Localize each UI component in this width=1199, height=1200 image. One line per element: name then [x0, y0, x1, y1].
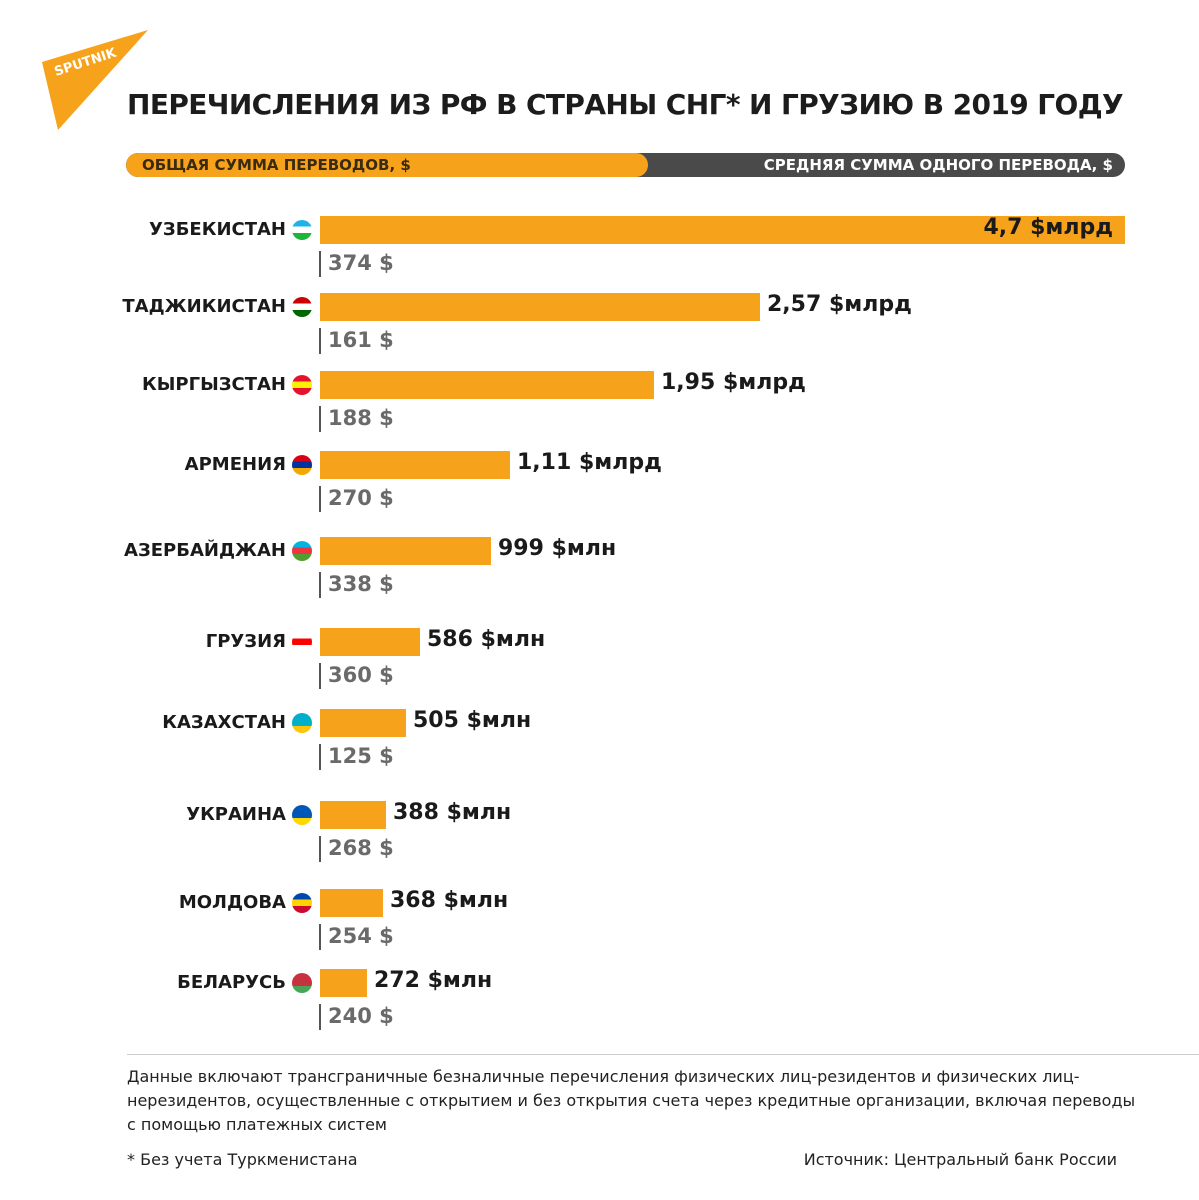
legend-total-swatch [126, 153, 648, 177]
average-value-label: 254 $ [328, 924, 394, 948]
bar-total [320, 537, 491, 565]
flag-icon [292, 632, 312, 652]
flag-icon [292, 973, 312, 993]
bar-total [320, 969, 367, 997]
average-value-label: 374 $ [328, 251, 394, 275]
average-tick [319, 663, 321, 689]
bar-value-label: 368 $млн [390, 888, 509, 913]
bar-total [320, 293, 760, 321]
legend-average-label: СРЕДНЯЯ СУММА ОДНОГО ПЕРЕВОДА, $ [763, 156, 1113, 174]
bar-value-label: 388 $млн [393, 800, 512, 825]
bar-total [320, 216, 1125, 244]
bar-chart: УЗБЕКИСТАН 4,7 $млрд 374 $ ТАДЖИКИСТАН 2,57 … [122, 215, 1125, 1030]
average-tick [319, 924, 321, 950]
bar-value-label: 1,11 $млрд [517, 450, 662, 475]
bar-value-label: 4,7 $млрд [983, 215, 1113, 240]
average-value-label: 268 $ [328, 836, 394, 860]
source-credit: Источник: Центральный банк России [803, 1150, 1117, 1169]
country-label: АРМЕНИЯ [184, 454, 286, 475]
bar-total [320, 889, 383, 917]
flag-icon [292, 220, 312, 240]
bar-value-label: 1,95 $млрд [661, 370, 806, 395]
country-label: УЗБЕКИСТАН [149, 219, 286, 240]
bar-value-label: 586 $млн [427, 627, 546, 652]
average-tick [319, 251, 321, 277]
average-tick [319, 836, 321, 862]
average-value-label: 240 $ [328, 1004, 394, 1028]
flag-icon [292, 541, 312, 561]
country-label: КАЗАХСТАН [162, 712, 286, 733]
country-label: ГРУЗИЯ [205, 631, 286, 652]
data-note: Данные включают трансграничные безналичн… [127, 1067, 1136, 1134]
country-label: УКРАИНА [186, 804, 286, 825]
bar-total [320, 709, 406, 737]
sputnik-logo: SPUTNIK [42, 30, 148, 130]
flag-icon [292, 455, 312, 475]
flag-icon [292, 893, 312, 913]
average-tick [319, 1004, 321, 1030]
bar-value-label: 999 $млн [498, 536, 617, 561]
flag-icon [292, 713, 312, 733]
average-tick [319, 744, 321, 770]
country-label: АЗЕРБАЙДЖАН [124, 540, 286, 561]
flag-icon [292, 805, 312, 825]
flag-icon [292, 375, 312, 395]
average-value-label: 270 $ [328, 486, 394, 510]
average-tick [319, 486, 321, 512]
bar-value-label: 505 $млн [413, 708, 532, 733]
bar-value-label: 272 $млн [374, 968, 493, 993]
divider [127, 1054, 1199, 1055]
page-title: ПЕРЕЧИСЛЕНИЯ ИЗ РФ В СТРАНЫ СНГ* И ГРУЗИ… [127, 88, 1124, 121]
legend-total-label: ОБЩАЯ СУММА ПЕРЕВОДОВ, $ [142, 156, 411, 174]
country-label: КЫРГЫЗСТАН [142, 374, 286, 395]
flag-icon [292, 297, 312, 317]
average-value-label: 125 $ [328, 744, 394, 768]
bar-total [320, 801, 386, 829]
logo-shape [42, 30, 148, 130]
average-value-label: 360 $ [328, 663, 394, 687]
average-value-label: 161 $ [328, 328, 394, 352]
average-tick [319, 572, 321, 598]
legend-bar: ОБЩАЯ СУММА ПЕРЕВОДОВ, $ СРЕДНЯЯ СУММА О… [126, 153, 1125, 177]
average-value-label: 188 $ [328, 406, 394, 430]
average-value-label: 338 $ [328, 572, 394, 596]
bar-total [320, 451, 510, 479]
country-label: БЕЛАРУСЬ [177, 972, 286, 993]
footnote: * Без учета Туркменистана [127, 1150, 358, 1169]
bar-value-label: 2,57 $млрд [767, 292, 912, 317]
average-tick [319, 406, 321, 432]
bar-total [320, 371, 654, 399]
bar-total [320, 628, 420, 656]
country-label: МОЛДОВА [178, 892, 286, 913]
average-tick [319, 328, 321, 354]
country-label: ТАДЖИКИСТАН [122, 296, 286, 317]
